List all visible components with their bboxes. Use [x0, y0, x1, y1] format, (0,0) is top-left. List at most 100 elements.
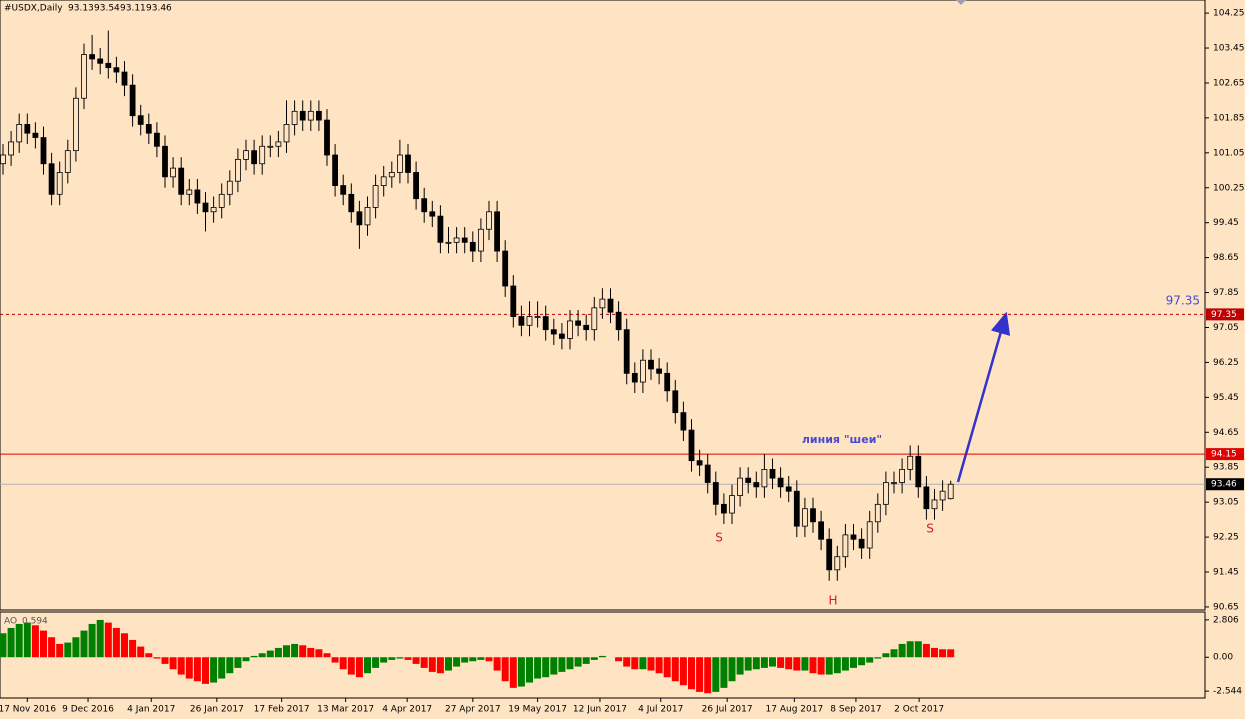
candle-body — [850, 534, 857, 540]
ao-bar — [517, 657, 525, 687]
ao-bar — [323, 653, 331, 658]
ao-bar — [96, 619, 104, 658]
ao-bar — [112, 627, 120, 658]
candle-body — [510, 285, 517, 317]
ao-bar — [615, 657, 623, 662]
x-tick-label: 2 Oct 2017 — [894, 705, 944, 715]
candle-body — [542, 316, 549, 331]
ao-bar — [769, 657, 776, 667]
ao-bar — [679, 657, 687, 686]
ao-bar — [785, 657, 793, 670]
candle-body — [372, 185, 379, 208]
ao-bar — [56, 643, 64, 658]
ao-bar — [882, 653, 890, 658]
ao-bar — [493, 657, 501, 671]
candle-body — [494, 211, 501, 252]
ao-bar — [866, 657, 874, 663]
ao-bar — [598, 655, 606, 658]
ao-bar — [501, 657, 509, 682]
ao-bar — [40, 630, 47, 658]
candle-body — [753, 482, 760, 488]
candle-body — [129, 84, 136, 117]
level-tag-label: 97.35 — [1211, 310, 1237, 320]
ohlc-open: 93.13 — [68, 4, 94, 14]
ao-bar — [639, 657, 647, 670]
ao-bar — [720, 657, 728, 688]
ao-bar — [226, 657, 234, 674]
ao-bar — [939, 649, 947, 658]
candle-body — [656, 368, 662, 374]
x-tick-label: 4 Jul 2017 — [638, 705, 683, 715]
ao-bar — [590, 657, 598, 660]
ao-bar — [64, 642, 72, 658]
candle-body — [56, 172, 63, 195]
ao-bar — [307, 647, 315, 658]
candle-body — [40, 137, 47, 165]
candle-body — [931, 499, 938, 510]
ao-bar — [801, 657, 809, 671]
candle-body — [194, 189, 201, 204]
ao-bar — [574, 657, 582, 667]
ao-bar — [906, 641, 914, 658]
ao-bar — [436, 657, 444, 674]
candle-body — [137, 115, 144, 125]
candle-body — [575, 320, 581, 326]
candle-body — [121, 71, 128, 86]
candle-body — [202, 202, 209, 213]
x-tick-label: 19 May 2017 — [508, 705, 567, 715]
candle-body — [583, 324, 590, 331]
candle-body — [874, 503, 881, 523]
candle-body — [81, 54, 87, 99]
ohlc-low: 93.11 — [120, 4, 146, 14]
y-tick-label: 93.85 — [1213, 463, 1239, 473]
x-tick-label: 17 Feb 2017 — [254, 705, 310, 715]
y-tick-label: 102.65 — [1213, 78, 1245, 88]
candle-body — [591, 307, 598, 331]
shoulder-label: S — [926, 522, 934, 536]
candle-body — [461, 237, 468, 243]
ao-bar — [704, 657, 712, 694]
candle-body — [477, 228, 484, 252]
candle-body — [186, 189, 193, 195]
ao-bar — [299, 645, 307, 658]
candle-body — [721, 503, 727, 514]
x-tick-label: 4 Jan 2017 — [127, 705, 175, 715]
candle-body — [170, 167, 177, 178]
candle-body — [947, 483, 954, 500]
candle-body — [640, 359, 646, 383]
ao-bar — [874, 657, 882, 659]
candle-body — [534, 316, 541, 318]
ao-bar — [922, 643, 930, 658]
candle-body — [340, 185, 347, 195]
ao-bar — [760, 657, 768, 668]
candle-body — [299, 110, 306, 121]
candle-body — [429, 211, 436, 217]
y-tick-label: 92.25 — [1213, 533, 1239, 543]
ao-bar — [331, 657, 339, 663]
y-tick-label: 97.85 — [1213, 288, 1239, 298]
candle-body — [73, 97, 79, 152]
candle-body — [251, 150, 258, 165]
candle-body — [145, 124, 152, 134]
y-tick-label: 100.25 — [1213, 183, 1245, 193]
candle-body — [842, 534, 849, 558]
y-tick-label: 93.05 — [1213, 498, 1239, 508]
ao-pane — [0, 611, 1206, 699]
ohlc-high: 93.54 — [94, 4, 120, 14]
candle-body — [680, 412, 687, 431]
ao-bar — [218, 657, 226, 679]
candle-body — [218, 193, 225, 208]
ao-bar — [404, 657, 412, 660]
candle-body — [210, 207, 217, 213]
candle-body — [631, 372, 638, 383]
ao-bar — [898, 643, 906, 658]
ao-bar — [428, 657, 436, 672]
candle-body — [364, 207, 371, 226]
ao-bar — [550, 657, 558, 675]
candle-body — [858, 538, 865, 549]
candle-body — [0, 154, 6, 165]
ao-bar — [890, 649, 898, 658]
candle-body — [153, 132, 160, 147]
ao-bar — [542, 657, 550, 678]
ao-bar — [250, 655, 258, 658]
